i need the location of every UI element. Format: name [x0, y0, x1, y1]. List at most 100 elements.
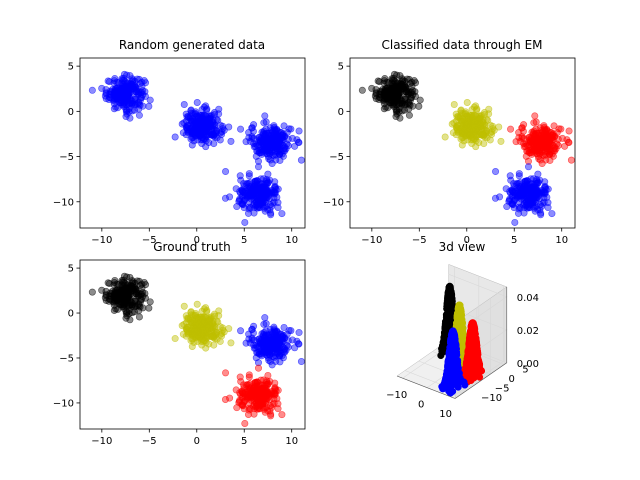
x-tick-label: −5 [142, 235, 157, 246]
data-point [489, 125, 497, 133]
data-point [511, 218, 519, 226]
data-point [268, 160, 276, 168]
series-0 [358, 70, 424, 122]
data-point [188, 117, 196, 125]
data-point [198, 341, 206, 349]
data-point [135, 300, 143, 308]
data-point [194, 115, 202, 123]
data-point [102, 292, 110, 300]
data-point [405, 111, 413, 119]
points-3d-layer [437, 282, 486, 397]
data-point [191, 327, 199, 335]
data-point [536, 201, 544, 209]
data-point [513, 193, 521, 201]
data-point [245, 371, 253, 379]
data-point [209, 118, 217, 126]
data-point [241, 419, 249, 427]
data-point [253, 378, 261, 386]
data-point [530, 143, 538, 151]
subplot-random-generated-data: Random generated data −10 −5 0 5 10 −10 −5 0 5 [53, 38, 306, 246]
data-point [171, 335, 179, 343]
data-point [248, 124, 256, 132]
data-point [537, 211, 545, 219]
data-point [258, 191, 266, 199]
data-point [473, 119, 481, 127]
data-point [478, 131, 486, 139]
data-point [225, 325, 233, 333]
data-point [135, 98, 143, 106]
data-point [405, 98, 413, 106]
data-point [538, 160, 546, 168]
data-point [255, 350, 263, 358]
data-point [245, 373, 253, 381]
data-point [255, 204, 263, 212]
data-point [208, 131, 216, 139]
series-3d-3 [438, 327, 469, 397]
data-point [415, 102, 423, 110]
data-point [276, 341, 284, 349]
series-0 [88, 272, 154, 324]
series-3 [491, 163, 556, 226]
data-point [205, 115, 213, 123]
data-point [263, 177, 271, 185]
data-point [250, 183, 258, 191]
data-point [536, 150, 544, 158]
data-point [183, 314, 191, 322]
data-point [526, 187, 534, 195]
data-point [271, 379, 279, 387]
x-tick-label: 5 [241, 436, 247, 447]
data-point [267, 410, 275, 418]
data-point [180, 101, 188, 109]
points-layer [88, 70, 305, 226]
data-point [226, 394, 234, 402]
data-point [116, 300, 124, 308]
data-point [550, 122, 558, 130]
data-point [544, 199, 552, 207]
x-tick-label: 10 [285, 436, 298, 447]
series-1 [171, 300, 235, 352]
data-point [243, 193, 251, 201]
data-point [183, 124, 191, 132]
data-point [128, 80, 136, 88]
data-point [280, 323, 288, 331]
data-point [256, 187, 264, 195]
data-point [254, 364, 262, 372]
data-point [194, 317, 202, 325]
data-point [276, 140, 284, 148]
data-point [237, 125, 245, 133]
y-tick-label: −10 [53, 398, 74, 409]
y-tick-label: 0 [338, 107, 344, 118]
data-point [378, 86, 386, 94]
data-point [135, 105, 143, 113]
data-point [116, 92, 124, 100]
data-point [516, 137, 524, 145]
data-point [468, 140, 476, 148]
data-point [193, 98, 201, 106]
data-point-3d [446, 282, 454, 290]
data-point [525, 149, 533, 157]
y3d-tick-label: −10 [481, 393, 502, 404]
data-point [540, 198, 548, 206]
data-point [265, 131, 273, 139]
data-point [255, 149, 263, 157]
data-point [270, 189, 278, 197]
data-point [546, 140, 554, 148]
data-point [460, 116, 468, 124]
data-point [145, 304, 153, 312]
data-point [250, 209, 258, 217]
data-point [372, 90, 380, 98]
y-tick-label: −5 [59, 353, 74, 364]
data-point [533, 177, 541, 185]
data-point [246, 339, 254, 347]
data-point [142, 281, 150, 289]
data-point [146, 298, 154, 306]
data-point [463, 98, 471, 106]
data-point [567, 156, 575, 164]
data-point [461, 125, 469, 133]
data-point [205, 123, 213, 131]
data-point [520, 143, 528, 151]
data-point [541, 178, 549, 186]
data-point [492, 168, 500, 176]
data-point [248, 325, 256, 333]
